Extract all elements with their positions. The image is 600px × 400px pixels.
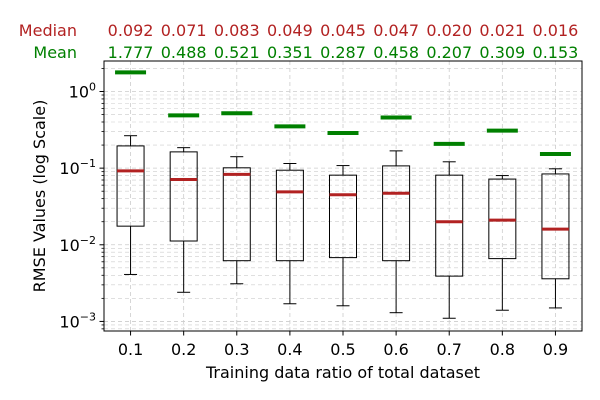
mean-value: 0.207 bbox=[426, 43, 472, 62]
box-0.3 bbox=[221, 111, 253, 285]
ticks: 10−3 10−2 10−1 100 0.1 0.2 0.3 0.4 0.5 0.6 0.7 0.8 0… bbox=[59, 68, 568, 359]
median-value: 0.021 bbox=[479, 21, 525, 40]
mean-value: 0.153 bbox=[533, 43, 579, 62]
y-tick-label: 10−3 bbox=[59, 310, 96, 331]
median-value: 0.016 bbox=[533, 21, 579, 40]
y-axis-label: RMSE Values (log Scale) bbox=[30, 100, 49, 293]
x-tick-label: 0.8 bbox=[490, 340, 515, 359]
iqr-box bbox=[222, 167, 251, 262]
y-tick-label: 100 bbox=[69, 80, 96, 101]
x-axis-label: Training data ratio of total dataset bbox=[205, 363, 480, 382]
median-value: 0.047 bbox=[373, 21, 419, 40]
y-tick-label: 10−2 bbox=[59, 234, 96, 255]
mean-value: 0.351 bbox=[267, 43, 313, 62]
x-tick-label: 0.9 bbox=[543, 340, 568, 359]
mean-value: 1.777 bbox=[108, 43, 154, 62]
box-0.6 bbox=[380, 115, 412, 314]
x-tick-label: 0.2 bbox=[171, 340, 196, 359]
iqr-box bbox=[169, 151, 198, 242]
median-value: 0.020 bbox=[426, 21, 472, 40]
median-row-label: Median bbox=[19, 21, 77, 40]
median-value: 0.071 bbox=[161, 21, 207, 40]
stat-rows: Median 0.092 0.071 0.083 0.049 0.045 0.047 0.02… bbox=[19, 21, 579, 62]
x-tick-label: 0.4 bbox=[277, 340, 302, 359]
box-0.2 bbox=[168, 113, 200, 293]
x-tick-label: 0.7 bbox=[436, 340, 461, 359]
median-value: 0.045 bbox=[320, 21, 366, 40]
mean-value: 0.521 bbox=[214, 43, 260, 62]
box-0.1 bbox=[115, 70, 147, 275]
iqr-box bbox=[435, 174, 464, 277]
x-tick-label: 0.6 bbox=[383, 340, 408, 359]
box-0.7 bbox=[433, 141, 465, 319]
x-tick-label: 0.5 bbox=[330, 340, 355, 359]
median-value: 0.083 bbox=[214, 21, 260, 40]
mean-value: 0.287 bbox=[320, 43, 366, 62]
x-tick-label: 0.3 bbox=[224, 340, 249, 359]
boxes bbox=[115, 70, 571, 319]
x-tick-label: 0.1 bbox=[118, 340, 143, 359]
box-0.5 bbox=[327, 131, 359, 307]
iqr-box bbox=[382, 165, 411, 262]
iqr-box bbox=[275, 169, 304, 262]
box-0.4 bbox=[274, 124, 306, 305]
median-value: 0.092 bbox=[108, 21, 154, 40]
iqr-box bbox=[329, 174, 357, 259]
box-0.8 bbox=[486, 128, 518, 311]
box-0.9 bbox=[539, 151, 571, 309]
iqr-box bbox=[116, 145, 145, 227]
y-tick-label: 10−1 bbox=[59, 157, 96, 178]
median-value: 0.049 bbox=[267, 21, 313, 40]
iqr-box bbox=[541, 173, 570, 280]
mean-value: 0.458 bbox=[373, 43, 419, 62]
mean-value: 0.488 bbox=[161, 43, 207, 62]
mean-value: 0.309 bbox=[479, 43, 525, 62]
mean-row-label: Mean bbox=[33, 43, 77, 62]
